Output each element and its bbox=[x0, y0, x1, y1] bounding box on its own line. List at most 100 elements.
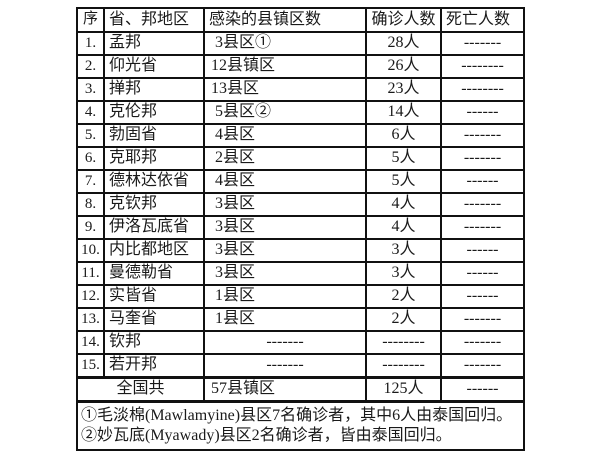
confirmed-count: 2人 bbox=[365, 284, 442, 309]
row-number: 15. bbox=[76, 353, 105, 379]
col-header-deaths: 死亡人数 bbox=[440, 7, 525, 33]
confirmed-count: 2人 bbox=[365, 307, 442, 332]
death-count: ------- bbox=[440, 123, 525, 148]
confirmed-count: 28人 bbox=[365, 31, 442, 56]
district-count: 5县区② bbox=[203, 100, 367, 125]
district-count: 4县区 bbox=[203, 123, 367, 148]
col-header-region: 省、邦地区 bbox=[103, 7, 205, 33]
confirmed-count: 14人 bbox=[365, 100, 442, 125]
district-count: 3县区 bbox=[203, 192, 367, 217]
death-count: -------- bbox=[440, 77, 525, 102]
death-count: ------ bbox=[440, 261, 525, 286]
table-row: 5. 勃固省 4县区 6人 ------- bbox=[76, 123, 525, 148]
region-name: 曼德勒省 bbox=[103, 261, 205, 286]
col-header-no: 序 bbox=[76, 7, 105, 33]
table-row: 14. 钦邦 ------- -------- ------- bbox=[76, 330, 525, 355]
region-name: 实皆省 bbox=[103, 284, 205, 309]
region-name: 勃固省 bbox=[103, 123, 205, 148]
row-number: 10. bbox=[76, 238, 105, 263]
region-name: 马奎省 bbox=[103, 307, 205, 332]
row-number: 5. bbox=[76, 123, 105, 148]
row-number: 12. bbox=[76, 284, 105, 309]
district-count: ------- bbox=[203, 330, 367, 355]
row-number: 6. bbox=[76, 146, 105, 171]
death-count: ------- bbox=[440, 192, 525, 217]
covid-table: 序 省、邦地区 感染的县镇区数 确诊人数 死亡人数 1. 孟邦 3县区① 28人… bbox=[76, 7, 525, 451]
district-count: 12县镇区 bbox=[203, 54, 367, 79]
table-row: 3. 掸邦 13县区 23人 -------- bbox=[76, 77, 525, 102]
confirmed-count: 5人 bbox=[365, 169, 442, 194]
table-row: 10. 内比都地区 3县区 3人 ------ bbox=[76, 238, 525, 263]
district-count: 13县区 bbox=[203, 77, 367, 102]
footnote-2: ②妙瓦底(Myawady)县区2名确诊者，皆由泰国回归。 bbox=[81, 427, 452, 444]
total-row: 全国共 57县镇区 125人 ------ bbox=[76, 376, 525, 403]
district-count: 3县区① bbox=[203, 31, 367, 56]
header-row: 序 省、邦地区 感染的县镇区数 确诊人数 死亡人数 bbox=[76, 7, 525, 33]
document-page: 序 省、邦地区 感染的县镇区数 确诊人数 死亡人数 1. 孟邦 3县区① 28人… bbox=[76, 7, 525, 451]
confirmed-count: 23人 bbox=[365, 77, 442, 102]
district-count: 3县区 bbox=[203, 215, 367, 240]
row-number: 1. bbox=[76, 31, 105, 56]
district-count: 4县区 bbox=[203, 169, 367, 194]
district-count: 3县区 bbox=[203, 238, 367, 263]
footnote-row: ①毛淡棉(Mawlamyine)县区7名确诊者，其中6人由泰国回归。 ②妙瓦底(… bbox=[76, 400, 525, 451]
footnote-box: ①毛淡棉(Mawlamyine)县区7名确诊者，其中6人由泰国回归。 ②妙瓦底(… bbox=[76, 400, 525, 451]
table-row: 7. 德林达依省 4县区 5人 ------ bbox=[76, 169, 525, 194]
region-name: 钦邦 bbox=[103, 330, 205, 355]
death-count: ------ bbox=[440, 284, 525, 309]
confirmed-count: 5人 bbox=[365, 146, 442, 171]
total-confirmed-count: 125人 bbox=[365, 376, 442, 403]
table-row: 2. 仰光省 12县镇区 26人 -------- bbox=[76, 54, 525, 79]
death-count: ------- bbox=[440, 330, 525, 355]
table-row: 8. 克钦邦 3县区 4人 ------- bbox=[76, 192, 525, 217]
total-label: 全国共 bbox=[76, 376, 205, 403]
region-name: 伊洛瓦底省 bbox=[103, 215, 205, 240]
col-header-districts: 感染的县镇区数 bbox=[203, 7, 367, 33]
death-count: ------- bbox=[440, 215, 525, 240]
confirmed-count: 4人 bbox=[365, 192, 442, 217]
row-number: 14. bbox=[76, 330, 105, 355]
death-count: ------- bbox=[440, 353, 525, 379]
death-count: ------ bbox=[440, 169, 525, 194]
confirmed-count: 4人 bbox=[365, 215, 442, 240]
row-number: 3. bbox=[76, 77, 105, 102]
col-header-confirmed: 确诊人数 bbox=[365, 7, 442, 33]
table-row: 13. 马奎省 1县区 2人 ------- bbox=[76, 307, 525, 332]
district-count: 2县区 bbox=[203, 146, 367, 171]
row-number: 13. bbox=[76, 307, 105, 332]
region-name: 掸邦 bbox=[103, 77, 205, 102]
row-number: 9. bbox=[76, 215, 105, 240]
confirmed-count: 6人 bbox=[365, 123, 442, 148]
confirmed-count: 26人 bbox=[365, 54, 442, 79]
table-row: 9. 伊洛瓦底省 3县区 4人 ------- bbox=[76, 215, 525, 240]
confirmed-count: -------- bbox=[365, 353, 442, 379]
region-name: 孟邦 bbox=[103, 31, 205, 56]
death-count: ------- bbox=[440, 307, 525, 332]
table-row: 6. 克耶邦 2县区 5人 ------- bbox=[76, 146, 525, 171]
total-district-count: 57县镇区 bbox=[203, 376, 367, 403]
total-death-count: ------ bbox=[440, 376, 525, 403]
confirmed-count: 3人 bbox=[365, 261, 442, 286]
region-name: 仰光省 bbox=[103, 54, 205, 79]
region-name: 克耶邦 bbox=[103, 146, 205, 171]
row-number: 4. bbox=[76, 100, 105, 125]
row-number: 7. bbox=[76, 169, 105, 194]
row-number: 8. bbox=[76, 192, 105, 217]
table-row: 15. 若开邦 ------- -------- ------- bbox=[76, 353, 525, 379]
death-count: ------- bbox=[440, 31, 525, 56]
district-count: ------- bbox=[203, 353, 367, 379]
table-row: 4. 克伦邦 5县区② 14人 ------ bbox=[76, 100, 525, 125]
row-number: 11. bbox=[76, 261, 105, 286]
death-count: -------- bbox=[440, 54, 525, 79]
death-count: ------- bbox=[440, 146, 525, 171]
district-count: 1县区 bbox=[203, 307, 367, 332]
region-name: 若开邦 bbox=[103, 353, 205, 379]
death-count: ------ bbox=[440, 100, 525, 125]
row-number: 2. bbox=[76, 54, 105, 79]
footnote-1: ①毛淡棉(Mawlamyine)县区7名确诊者，其中6人由泰国回归。 bbox=[81, 407, 513, 424]
table-row: 12. 实皆省 1县区 2人 ------ bbox=[76, 284, 525, 309]
confirmed-count: -------- bbox=[365, 330, 442, 355]
death-count: ------ bbox=[440, 238, 525, 263]
region-name: 克钦邦 bbox=[103, 192, 205, 217]
table-row: 11. 曼德勒省 3县区 3人 ------ bbox=[76, 261, 525, 286]
